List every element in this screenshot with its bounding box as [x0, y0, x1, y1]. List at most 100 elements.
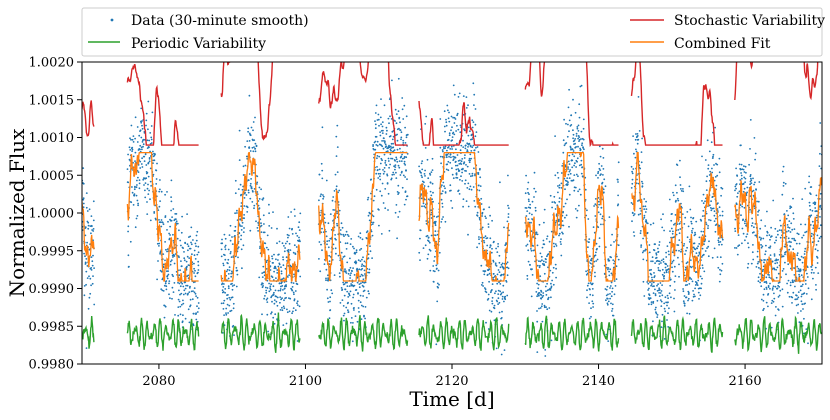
data-point [476, 246, 478, 249]
data-point [653, 249, 656, 252]
data-point [609, 297, 611, 300]
data-point [713, 220, 716, 223]
data-point [791, 296, 794, 299]
data-point [131, 138, 134, 141]
data-point [606, 302, 609, 305]
data-point [776, 287, 779, 290]
data-point [161, 289, 164, 292]
data-point [706, 247, 708, 250]
data-point [394, 159, 396, 162]
data-point [809, 193, 812, 196]
data-point [392, 171, 395, 174]
data-point [248, 140, 251, 142]
data-point [237, 188, 240, 191]
data-point [686, 312, 688, 315]
data-point [694, 295, 696, 298]
data-point [592, 226, 595, 229]
data-point [478, 242, 481, 245]
data-point [239, 183, 242, 186]
data-point [572, 98, 574, 101]
stochastic-line-segment [418, 100, 509, 146]
data-point [234, 212, 237, 215]
data-point [354, 315, 357, 317]
data-point [159, 179, 161, 181]
data-point [276, 304, 279, 307]
data-point [686, 284, 689, 286]
data-point [149, 132, 152, 134]
data-point [719, 273, 722, 276]
data-point [635, 133, 637, 135]
data-point [489, 214, 491, 217]
data-point [740, 163, 743, 166]
data-point [648, 269, 651, 272]
data-point [598, 162, 600, 165]
data-point [229, 252, 232, 255]
data-point [768, 274, 770, 276]
data-point [420, 172, 422, 174]
data-point [547, 296, 550, 299]
data-point [666, 319, 668, 321]
data-point [616, 255, 618, 258]
data-point [717, 202, 719, 205]
data-point [150, 125, 153, 127]
data-point [704, 200, 706, 203]
data-point [798, 273, 800, 276]
data-point [499, 181, 501, 184]
data-point [498, 254, 501, 257]
data-point [543, 221, 545, 224]
data-point [526, 274, 529, 277]
data-point [543, 306, 546, 309]
data-point [272, 316, 275, 319]
data-point [438, 251, 441, 254]
data-point [276, 296, 279, 299]
data-point [256, 183, 258, 185]
data-point [461, 180, 464, 182]
data-point [136, 184, 138, 186]
data-point [461, 158, 464, 160]
data-point [272, 211, 274, 214]
data-point [683, 223, 686, 225]
data-point [502, 266, 505, 269]
data-point [354, 252, 357, 255]
data-point [640, 244, 643, 247]
data-point [580, 84, 583, 87]
data-point [377, 177, 380, 179]
y-tick-label: 1.0010 [29, 131, 75, 146]
data-point [764, 250, 767, 253]
data-point [661, 268, 664, 271]
data-point [458, 170, 461, 172]
data-point [167, 273, 170, 276]
data-point [532, 236, 535, 238]
data-point [331, 199, 334, 202]
data-point [430, 171, 433, 174]
data-point [710, 141, 713, 144]
data-point [260, 231, 263, 234]
data-point [387, 157, 390, 160]
data-point [279, 288, 282, 290]
data-point [665, 271, 668, 274]
data-point [339, 275, 341, 278]
data-point [740, 172, 742, 174]
data-point [334, 247, 337, 250]
data-point [769, 254, 772, 256]
data-point [656, 316, 659, 318]
data-point [166, 274, 169, 277]
data-point [658, 295, 661, 297]
data-point [702, 253, 705, 256]
data-point [497, 293, 500, 295]
data-point [384, 159, 387, 162]
data-point [442, 181, 445, 184]
data-point [276, 272, 279, 274]
data-point [460, 175, 462, 178]
data-point [250, 178, 253, 180]
data-point [562, 232, 564, 235]
data-point [758, 181, 761, 183]
data-point [270, 312, 272, 315]
data-point [589, 262, 592, 265]
data-point [183, 257, 186, 260]
data-point [540, 294, 543, 296]
data-point [544, 349, 547, 351]
data-point [270, 311, 273, 314]
data-point [811, 220, 814, 223]
data-point [272, 293, 275, 296]
